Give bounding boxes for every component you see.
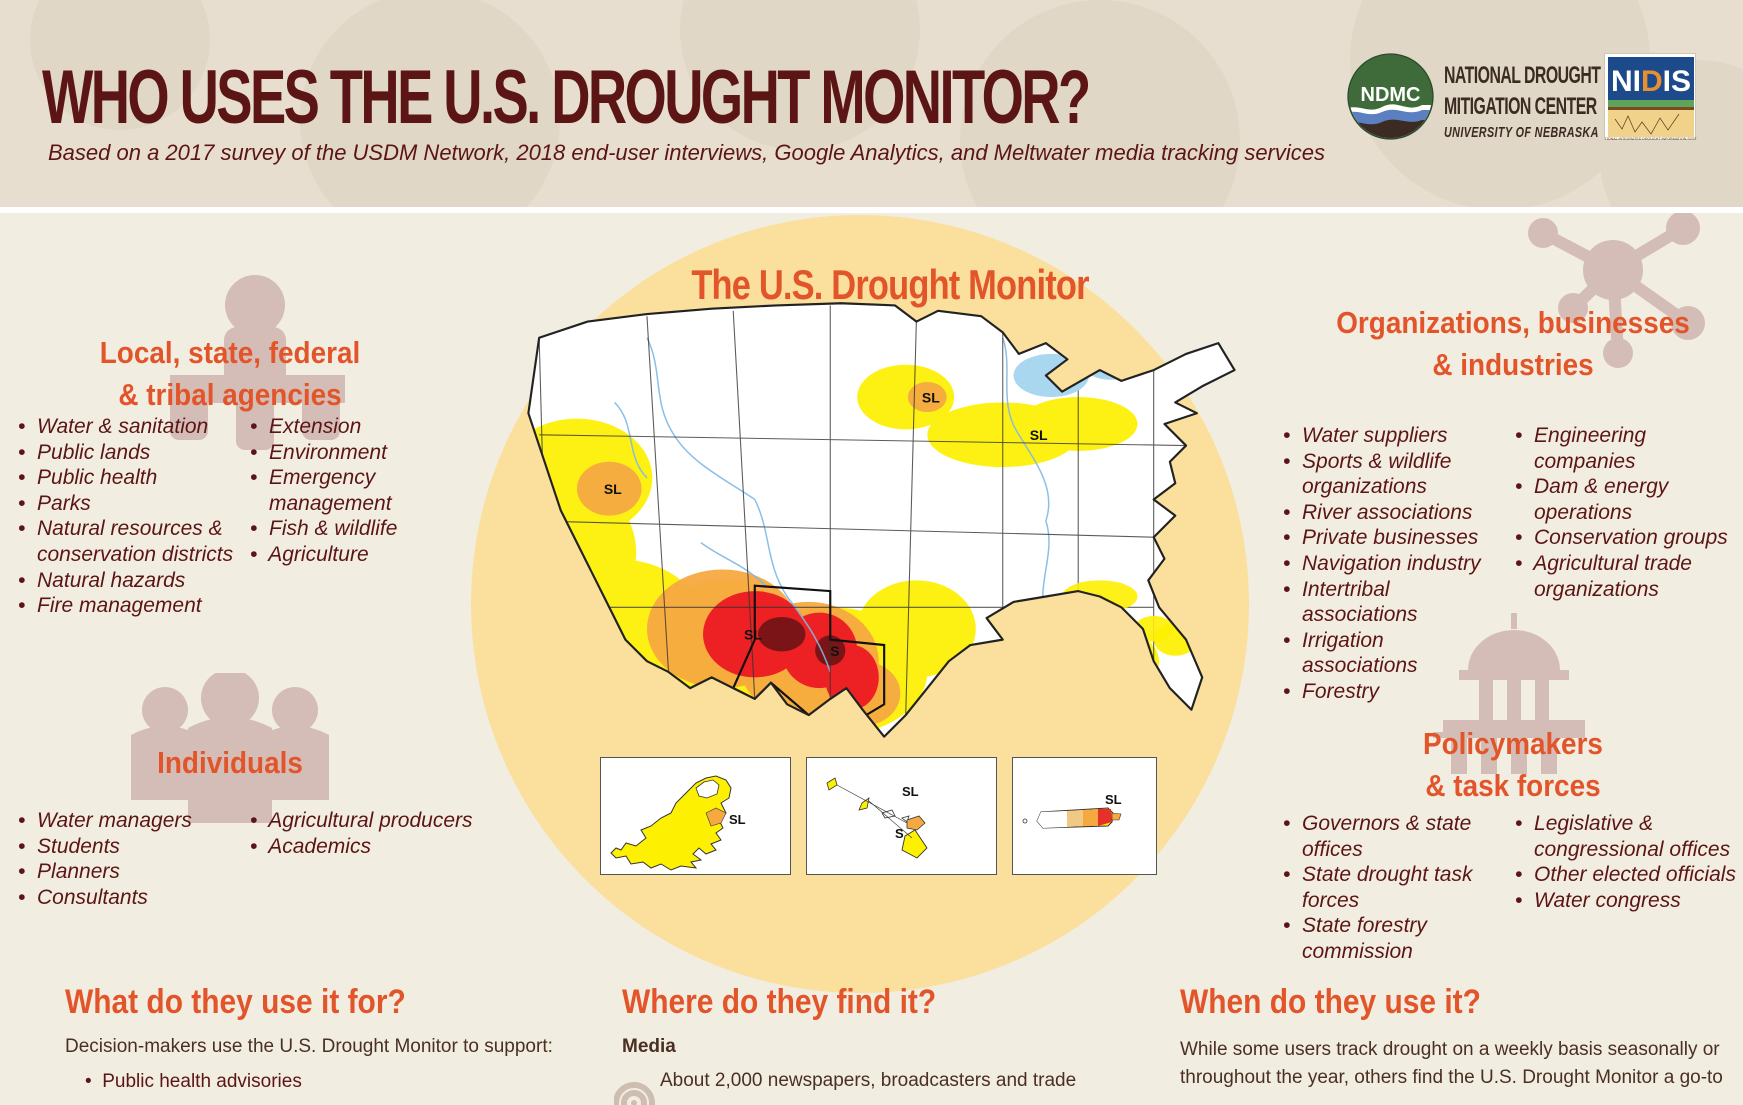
svg-text:NIDIS: NIDIS — [1611, 65, 1691, 98]
svg-text:SL: SL — [604, 481, 622, 497]
svg-text:NATIONAL INTEGRATED DROUGHT IN: NATIONAL INTEGRATED DROUGHT INFORMATION … — [1605, 137, 1697, 141]
svg-text:SL: SL — [922, 389, 940, 405]
svg-text:S: S — [830, 643, 839, 659]
svg-text:S: S — [1078, 697, 1087, 713]
svg-text:SL: SL — [744, 627, 762, 643]
svg-text:SL: SL — [1030, 427, 1048, 443]
svg-text:SL: SL — [1111, 654, 1129, 670]
svg-text:NDMC: NDMC — [1361, 84, 1421, 106]
